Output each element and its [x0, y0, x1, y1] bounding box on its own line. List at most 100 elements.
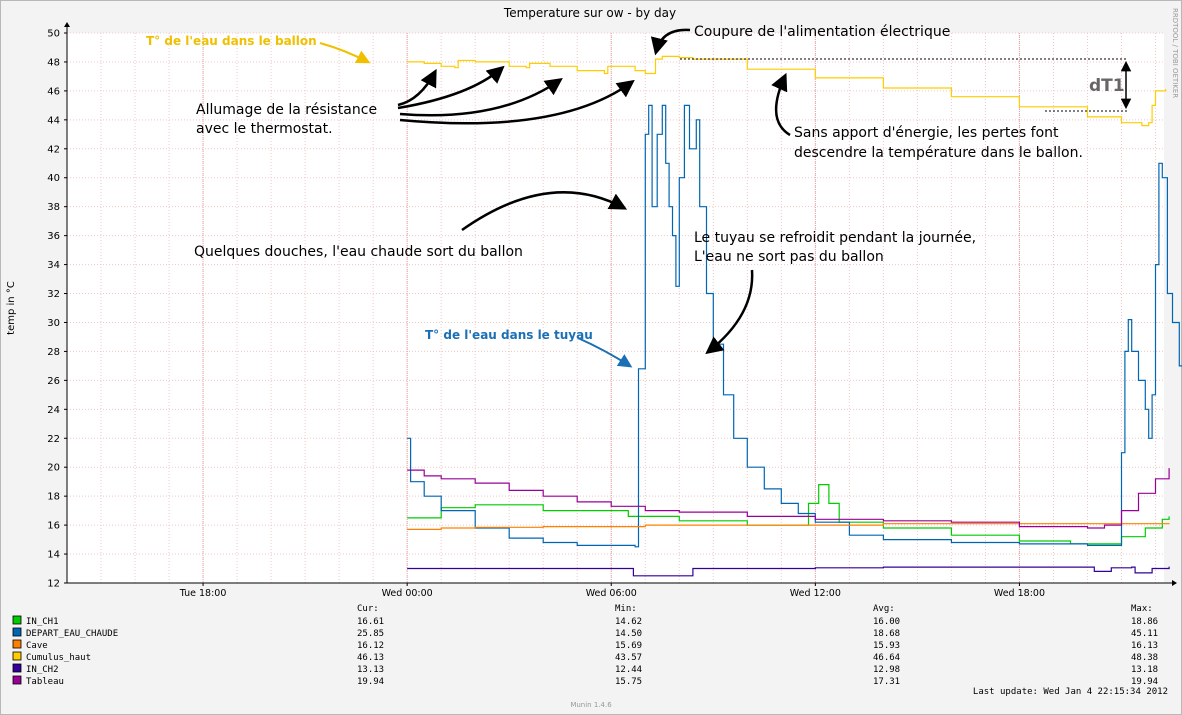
legend-cur: 46.13 [357, 653, 384, 663]
legend-min: 12.44 [615, 665, 642, 675]
legend-avg: 12.98 [873, 665, 900, 675]
legend-min: 14.50 [615, 629, 642, 639]
legend-name: Cumulus_haut [26, 653, 91, 663]
last-update: Last update: Wed Jan 4 22:15:34 2012 [973, 687, 1168, 697]
arrow-tuyau-label [577, 337, 633, 368]
legend-cur: 13.13 [357, 665, 384, 675]
legend-header-min: Min: [615, 604, 637, 614]
legend-avg: 46.64 [873, 653, 900, 663]
y-tick-label: 24 [47, 405, 60, 416]
legend-min: 14.62 [615, 617, 642, 627]
y-tick-label: 30 [47, 318, 60, 329]
legend-header-cur: Cur: [357, 604, 379, 614]
y-tick-label: 20 [47, 463, 60, 474]
legend-name: DEPART_EAU_CHAUDE [26, 629, 118, 639]
y-tick-label: 22 [47, 434, 60, 445]
arrow-douches [461, 191, 628, 232]
annotation-ballon-label: T° de l'eau dans le ballon [146, 34, 317, 48]
arrow-resistance-1 [397, 68, 437, 107]
y-tick-label: 40 [47, 173, 60, 184]
x-axis-arrow [1172, 580, 1177, 586]
legend-avg: 17.31 [873, 677, 900, 687]
legend-avg: 15.93 [873, 641, 900, 651]
y-tick-label: 16 [47, 521, 60, 532]
annotation-dt1: dT1 [1089, 76, 1125, 96]
chart-title: Temperature sur ow - by day [503, 6, 676, 20]
legend-max: 45.11 [1131, 629, 1158, 639]
legend-header-avg: Avg: [873, 604, 895, 614]
legend-swatch [12, 663, 22, 673]
x-tick-label: Wed 00:00 [382, 588, 433, 599]
y-tick-label: 34 [47, 260, 60, 271]
arrow-resistance-3 [399, 77, 563, 117]
series-line-Cave [407, 523, 1170, 530]
annotation-power-cut: Coupure de l'alimentation électrique [694, 24, 950, 40]
legend-swatch [12, 615, 22, 625]
y-axis-arrow [64, 22, 70, 27]
y-tick-label: 14 [47, 550, 60, 561]
legend-swatch [12, 627, 22, 637]
legend-max: 18.86 [1131, 617, 1158, 627]
legend-max: 19.94 [1131, 677, 1158, 687]
rrdtool-credit: RRDTOOL / TOBI OETIKER [1171, 8, 1179, 98]
legend-max: 48.38 [1131, 653, 1158, 663]
annotation-losses-1: Sans apport d'énergie, les pertes font [794, 125, 1059, 141]
x-tick-label: Wed 12:00 [790, 588, 841, 599]
annotation-resistance-2: avec le thermostat. [196, 121, 333, 137]
legend-swatch [12, 675, 22, 685]
y-tick-label: 48 [47, 57, 60, 68]
legend-max: 16.13 [1131, 641, 1158, 651]
legend-header-max: Max: [1131, 604, 1153, 614]
series-line-IN_CH2 [407, 566, 1170, 577]
legend-name: Tableau [26, 677, 64, 687]
legend-cur: 25.85 [357, 629, 384, 639]
series-line-Tableau [407, 468, 1170, 529]
arrow-losses [771, 72, 791, 137]
y-tick-label: 36 [47, 231, 60, 242]
legend-max: 13.18 [1131, 665, 1158, 675]
y-tick-label: 42 [47, 144, 60, 155]
annotation-losses-2: descendre la température dans le ballon. [794, 145, 1083, 161]
legend-min: 15.69 [615, 641, 642, 651]
x-tick-label: Wed 18:00 [994, 588, 1045, 599]
arrow-ballon [319, 42, 371, 64]
legend-name: IN_CH2 [26, 665, 59, 675]
legend-name: IN_CH1 [26, 617, 59, 627]
x-tick-label: Wed 06:00 [586, 588, 637, 599]
legend-swatch [12, 651, 22, 661]
legend-cur: 16.12 [357, 641, 384, 651]
y-tick-label: 18 [47, 492, 60, 503]
y-tick-label: 46 [47, 86, 60, 97]
y-tick-label: 38 [47, 202, 60, 213]
y-tick-label: 50 [47, 29, 60, 40]
annotation-tuyau-2: L'eau ne sort pas du ballon [694, 249, 884, 265]
arrow-power-cut [650, 28, 691, 56]
annotation-tuyau-1: Le tuyau se refroidit pendant la journée… [694, 230, 976, 246]
y-tick-label: 44 [47, 115, 60, 126]
y-axis-label: temp in °C [6, 281, 17, 335]
y-tick-label: 26 [47, 376, 60, 387]
y-tick-label: 32 [47, 289, 60, 300]
legend-min: 43.57 [615, 653, 642, 663]
x-tick-label: Tue 18:00 [179, 588, 227, 599]
legend-cur: 16.61 [357, 617, 384, 627]
munin-version: Munin 1.4.6 [570, 701, 612, 709]
y-tick-label: 12 [47, 579, 60, 590]
series-line-DEPART_EAU_CHAUDE [407, 104, 1182, 548]
legend-avg: 18.68 [873, 629, 900, 639]
legend-min: 15.75 [615, 677, 642, 687]
series-line-Cumulus_haut [407, 55, 1167, 127]
annotation-resistance-1: Allumage de la résistance [196, 102, 377, 118]
y-tick-label: 28 [47, 347, 60, 358]
legend-name: Cave [26, 641, 48, 651]
arrow-resistance-4 [399, 79, 635, 125]
legend-avg: 16.00 [873, 617, 900, 627]
annotation-tuyau-label: T° de l'eau dans le tuyau [425, 328, 593, 342]
arrow-tuyau [705, 269, 754, 355]
legend-cur: 19.94 [357, 677, 384, 687]
arrow-resistance-2 [397, 65, 505, 110]
plot-area [67, 33, 1164, 583]
legend-swatch [12, 639, 22, 649]
annotation-douches: Quelques douches, l'eau chaude sort du b… [194, 244, 523, 260]
